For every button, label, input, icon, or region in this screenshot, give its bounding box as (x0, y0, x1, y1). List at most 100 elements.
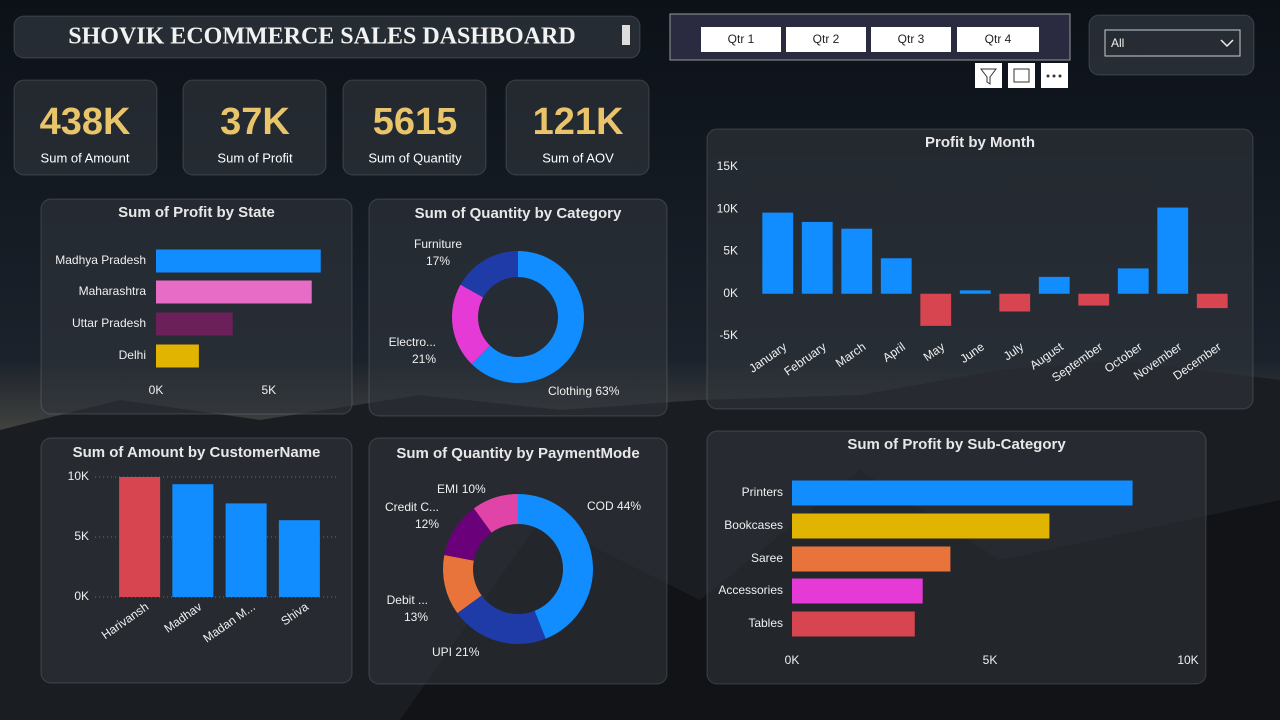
slicer-buttons: Qtr 1 Qtr 2 Qtr 3 Qtr 4 (701, 27, 1039, 52)
donut-slice (460, 251, 518, 298)
y-tick-label: 0K (74, 589, 89, 603)
slicer-button-label[interactable]: Qtr 4 (985, 32, 1012, 46)
y-tick-label: 5K (723, 244, 738, 258)
y-tick-label: 0K (723, 286, 738, 300)
bar (1117, 268, 1149, 294)
x-tick-label: 10K (1177, 653, 1198, 667)
category-label: Accessories (718, 583, 783, 597)
bar (1196, 293, 1228, 309)
slice-value: 10% (462, 482, 486, 496)
bar (156, 280, 312, 304)
bar (156, 312, 233, 336)
more-dot (1052, 74, 1056, 78)
chart-panel (368, 198, 668, 417)
donut-slice (444, 508, 492, 561)
slicer-button[interactable] (957, 27, 1039, 52)
slicer-button[interactable] (871, 27, 951, 52)
bar (156, 249, 321, 273)
bar (999, 293, 1031, 312)
kpi-card (342, 79, 487, 176)
bar (792, 480, 1133, 506)
donut-slice (471, 251, 584, 384)
category-label: Tables (748, 616, 783, 630)
slice-value: 17% (426, 254, 450, 268)
slice-label: EMI 10% (437, 482, 486, 496)
slicer-button-label[interactable]: Qtr 3 (898, 32, 925, 46)
more-dot (1046, 74, 1050, 78)
slice-label: Electro... (389, 335, 436, 349)
slicer-button-label[interactable]: Qtr 1 (728, 32, 755, 46)
slice-name: Clothing (548, 384, 592, 398)
chart-title: Sum of Quantity by Category (415, 205, 622, 222)
dropdown[interactable] (1104, 29, 1241, 57)
kpi-value: 5615 (373, 101, 458, 143)
x-tick-label: 5K (983, 653, 998, 667)
slice-label: UPI 21% (432, 645, 480, 659)
chart-title: Sum of Profit by Sub-Category (847, 436, 1066, 453)
bar (1157, 207, 1189, 294)
donut-slice (518, 494, 593, 639)
donut-slice (443, 554, 482, 614)
bar (762, 212, 794, 294)
slicer-button[interactable] (701, 27, 781, 52)
donut-slice (457, 595, 546, 644)
bar (792, 513, 1050, 539)
x-tick-label: 5K (261, 383, 276, 397)
slicer-button[interactable] (786, 27, 866, 52)
bar (278, 520, 320, 597)
slice-label: Clothing 63% (548, 384, 620, 398)
bar (792, 546, 951, 572)
category-label: Maharashtra (79, 284, 147, 298)
x-tick-label: 0K (149, 383, 164, 397)
slice-value: 12% (415, 517, 439, 531)
kpi-label: Sum of Quantity (368, 150, 462, 165)
slicer-button-label[interactable]: Qtr 2 (813, 32, 840, 46)
title-panel (13, 15, 641, 59)
x-tick-label: 0K (785, 653, 800, 667)
kpi-value: 121K (533, 101, 624, 143)
slice-name: COD (587, 499, 614, 513)
slice-value: 21% (455, 645, 479, 659)
kpi-value: 37K (220, 101, 290, 143)
chart-panel (368, 437, 668, 685)
bar (792, 611, 915, 637)
kpi-label: Sum of Amount (41, 150, 130, 165)
kpi-card (182, 79, 327, 176)
dropdown-value[interactable]: All (1111, 36, 1124, 50)
y-tick-label: 10K (68, 469, 89, 483)
y-tick-label: -5K (719, 328, 738, 342)
slice-label: Credit C... (385, 500, 439, 514)
slice-value: 44% (617, 499, 641, 513)
donut-slice (452, 284, 490, 365)
category-label: Uttar Pradesh (72, 316, 146, 330)
chart-title: Sum of Quantity by PaymentMode (396, 445, 639, 462)
slice-value: 21% (412, 352, 436, 366)
bar (225, 503, 267, 597)
more-dot (1058, 74, 1062, 78)
title-marker (622, 25, 630, 45)
y-tick-label: 5K (74, 529, 89, 543)
bar (959, 290, 991, 294)
slice-label: Furniture (414, 237, 462, 251)
bar (119, 477, 161, 597)
slice-name: UPI (432, 645, 452, 659)
slice-name: EMI (437, 482, 458, 496)
kpi-card (505, 79, 650, 176)
y-tick-label: 15K (717, 159, 738, 173)
category-label: Delhi (119, 348, 146, 362)
filter-icon[interactable] (975, 63, 1002, 88)
chart-panel (706, 128, 1254, 410)
bar (1038, 276, 1070, 294)
slice-label: Debit ... (387, 593, 428, 607)
slice-label: COD 44% (587, 499, 641, 513)
slice-value: 63% (595, 384, 619, 398)
focus-icon[interactable] (1008, 63, 1035, 88)
category-label: Bookcases (724, 518, 783, 532)
bar (920, 293, 952, 326)
slice-value: 13% (404, 610, 428, 624)
chart-panel (40, 198, 353, 415)
kpi-card (13, 79, 158, 176)
dropdown-arrow (1220, 39, 1234, 48)
